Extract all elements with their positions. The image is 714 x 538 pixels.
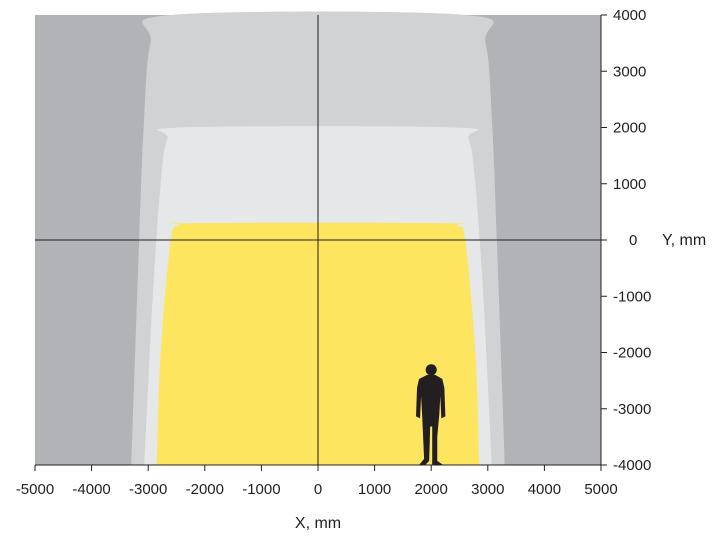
- human-figure-head: [425, 364, 437, 376]
- x-tick-label: 5000: [584, 481, 617, 498]
- x-tick-label: 3000: [471, 481, 504, 498]
- y-tick-label: -1000: [613, 288, 651, 305]
- x-tick-label: -1000: [242, 481, 280, 498]
- x-tick-label: 2000: [415, 481, 448, 498]
- human-figure-body: [416, 374, 446, 465]
- human-figure: [416, 364, 446, 465]
- y-tick-label: 3000: [613, 63, 646, 80]
- y-ticks: 4000 3000 2000 1000 0 -1000 -2000 -3000 -4000: [601, 7, 651, 474]
- x-tick-label: 0: [314, 481, 322, 498]
- y-tick-label: 1000: [613, 176, 646, 193]
- x-ticks: -5000 -4000 -3000 -2000 -1000 0 1000 2000 3000 40…: [16, 465, 618, 498]
- x-tick-label: -3000: [129, 481, 167, 498]
- y-tick-label: -4000: [613, 457, 651, 474]
- y-tick-label: 4000: [613, 7, 646, 24]
- y-tick-label: 0: [629, 232, 637, 249]
- x-tick-label: 4000: [528, 481, 561, 498]
- y-tick-label: 2000: [613, 120, 646, 137]
- x-tick-label: -4000: [72, 481, 110, 498]
- x-tick-label: -5000: [16, 481, 54, 498]
- x-axis-title: X, mm: [295, 515, 341, 532]
- x-tick-label: 1000: [358, 481, 391, 498]
- y-axis-title: Y, mm: [662, 232, 706, 249]
- y-tick-label: -3000: [613, 401, 651, 418]
- x-tick-label: -2000: [186, 481, 224, 498]
- y-tick-label: -2000: [613, 345, 651, 362]
